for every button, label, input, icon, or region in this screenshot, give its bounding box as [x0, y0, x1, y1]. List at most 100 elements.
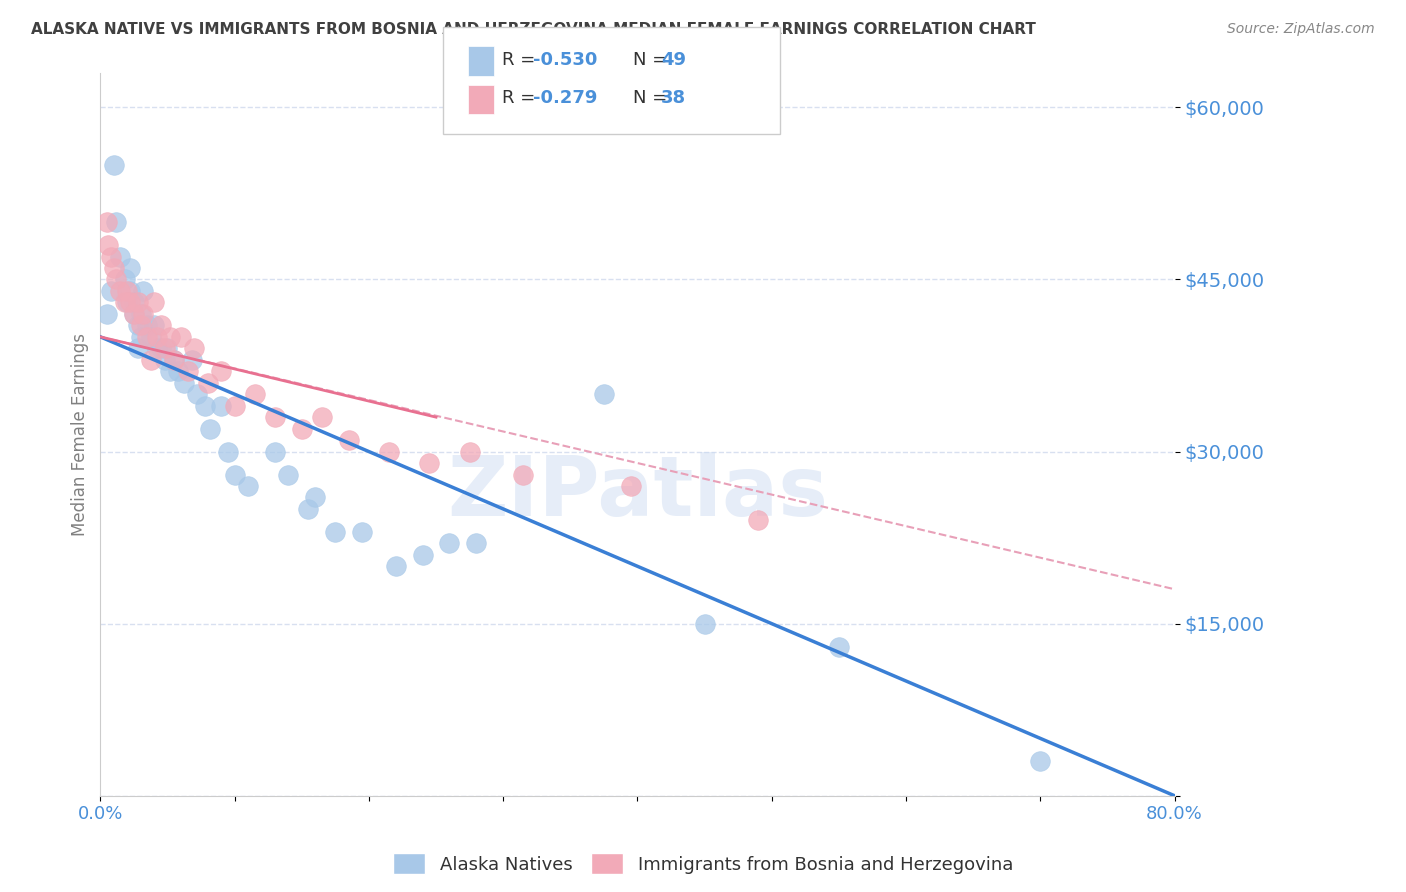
Point: [141, 330, 163, 344]
Point: [224, 399, 246, 413]
Point: [828, 640, 851, 654]
Point: [593, 387, 616, 401]
Point: [136, 330, 159, 344]
Point: [159, 364, 181, 378]
Point: [114, 295, 136, 310]
Point: [337, 433, 360, 447]
Text: ZIPatlas: ZIPatlas: [447, 451, 828, 533]
Point: [747, 513, 769, 527]
Text: R =: R =: [502, 89, 541, 107]
Point: [129, 330, 152, 344]
Text: R =: R =: [502, 51, 541, 69]
Point: [173, 376, 195, 390]
Point: [418, 456, 440, 470]
Point: [243, 387, 266, 401]
Point: [167, 364, 190, 378]
Point: [297, 502, 319, 516]
Point: [132, 284, 155, 298]
Point: [100, 284, 122, 298]
Point: [145, 341, 167, 355]
Point: [200, 422, 222, 436]
Point: [122, 307, 145, 321]
Point: [209, 399, 232, 413]
Point: [186, 387, 208, 401]
Point: [122, 307, 145, 321]
Point: [143, 318, 166, 333]
Point: [145, 330, 167, 344]
Point: [439, 536, 461, 550]
Point: [512, 467, 534, 482]
Point: [110, 250, 132, 264]
Point: [693, 616, 716, 631]
Point: [465, 536, 488, 550]
Text: -0.530: -0.530: [533, 51, 598, 69]
Point: [311, 410, 333, 425]
Point: [103, 158, 125, 172]
Point: [153, 352, 176, 367]
Point: [197, 376, 219, 390]
Point: [127, 318, 149, 333]
Point: [129, 318, 152, 333]
Point: [176, 364, 198, 378]
Text: ALASKA NATIVE VS IMMIGRANTS FROM BOSNIA AND HERZEGOVINA MEDIAN FEMALE EARNINGS C: ALASKA NATIVE VS IMMIGRANTS FROM BOSNIA …: [31, 22, 1036, 37]
Point: [264, 410, 287, 425]
Point: [384, 559, 406, 574]
Point: [105, 272, 128, 286]
Point: [163, 352, 186, 367]
Point: [153, 341, 176, 355]
Point: [620, 479, 643, 493]
Point: [100, 250, 122, 264]
Point: [141, 352, 163, 367]
Text: N =: N =: [633, 51, 672, 69]
Point: [378, 444, 401, 458]
Point: [149, 318, 172, 333]
Point: [194, 399, 217, 413]
Point: [224, 467, 246, 482]
Text: Source: ZipAtlas.com: Source: ZipAtlas.com: [1227, 22, 1375, 37]
Point: [132, 307, 155, 321]
Point: [105, 215, 128, 229]
Point: [304, 491, 326, 505]
Point: [118, 284, 141, 298]
Point: [352, 524, 374, 539]
Point: [129, 307, 152, 321]
Point: [458, 444, 481, 458]
Point: [236, 479, 259, 493]
Point: [122, 295, 145, 310]
Text: -0.279: -0.279: [533, 89, 598, 107]
Point: [1029, 755, 1052, 769]
Point: [159, 330, 181, 344]
Text: N =: N =: [633, 89, 672, 107]
Point: [149, 341, 172, 355]
Point: [118, 260, 141, 275]
Legend: Alaska Natives, Immigrants from Bosnia and Herzegovina: Alaska Natives, Immigrants from Bosnia a…: [385, 846, 1021, 881]
Point: [97, 238, 120, 252]
Point: [96, 215, 118, 229]
Point: [143, 295, 166, 310]
Point: [163, 352, 186, 367]
Point: [127, 341, 149, 355]
Point: [183, 341, 205, 355]
Text: 49: 49: [661, 51, 686, 69]
Point: [277, 467, 299, 482]
Point: [156, 341, 179, 355]
Point: [136, 318, 159, 333]
Point: [115, 284, 138, 298]
Point: [118, 295, 141, 310]
Point: [325, 524, 347, 539]
Point: [217, 444, 239, 458]
Point: [291, 422, 314, 436]
Point: [114, 272, 136, 286]
Point: [96, 307, 118, 321]
Point: [209, 364, 232, 378]
Point: [127, 295, 149, 310]
Point: [103, 260, 125, 275]
Point: [115, 295, 138, 310]
Text: 38: 38: [661, 89, 686, 107]
Point: [412, 548, 434, 562]
Point: [180, 352, 202, 367]
Point: [110, 284, 132, 298]
Point: [170, 330, 193, 344]
Y-axis label: Median Female Earnings: Median Female Earnings: [72, 333, 89, 536]
Point: [264, 444, 287, 458]
